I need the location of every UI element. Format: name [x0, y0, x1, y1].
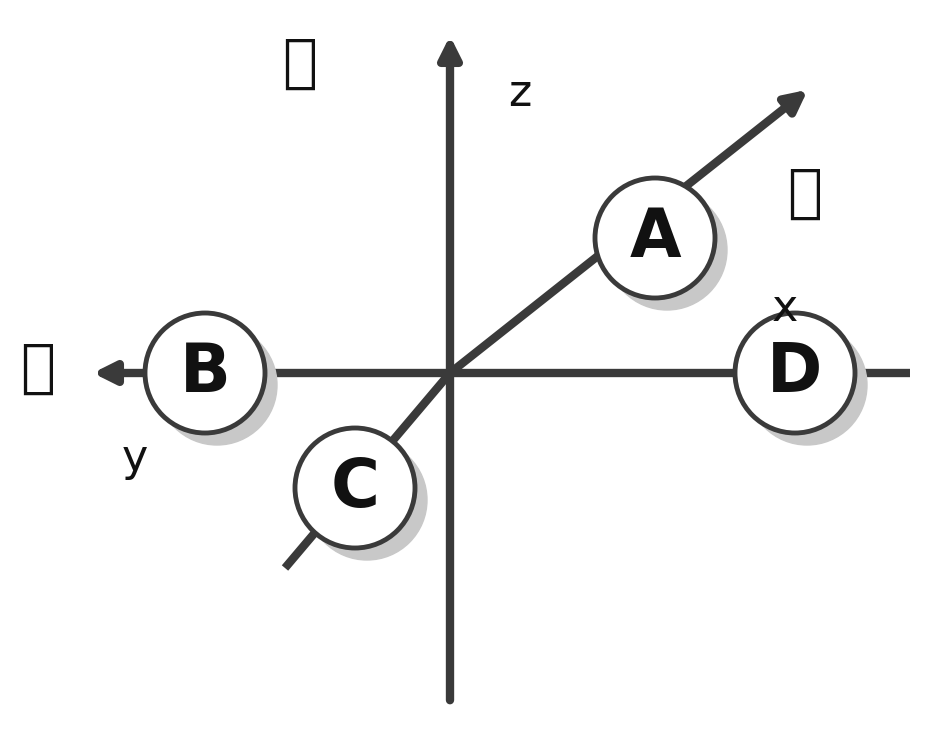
Circle shape	[747, 325, 867, 445]
Text: z: z	[508, 71, 531, 114]
Text: B: B	[180, 340, 230, 406]
Circle shape	[607, 190, 727, 310]
Text: 西: 西	[21, 340, 56, 397]
Text: y: y	[122, 436, 148, 479]
Text: 北: 北	[788, 164, 823, 221]
Text: x: x	[772, 287, 798, 329]
Circle shape	[157, 325, 277, 445]
Circle shape	[307, 440, 427, 560]
Circle shape	[295, 428, 415, 548]
Text: D: D	[767, 340, 823, 406]
Text: A: A	[629, 205, 680, 271]
Text: C: C	[331, 455, 379, 521]
Circle shape	[595, 178, 715, 298]
Circle shape	[145, 313, 265, 433]
Circle shape	[735, 313, 855, 433]
Text: 天: 天	[282, 34, 318, 91]
